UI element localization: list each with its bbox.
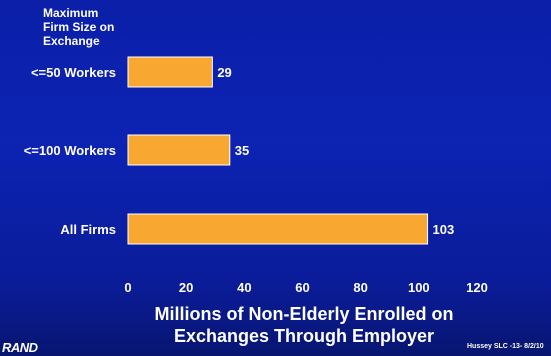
data-label: 35 (235, 143, 249, 158)
bar-1 (127, 56, 213, 88)
footer-note: Hussey SLC -13- 8/2/10 (467, 343, 544, 350)
x-tick-label: 20 (179, 280, 193, 295)
x-tick-label: 120 (466, 280, 488, 295)
x-tick-label: 60 (295, 280, 309, 295)
bar-2 (127, 134, 231, 166)
bar-3 (127, 213, 429, 245)
x-tick-label: 100 (408, 280, 430, 295)
category-label: <=50 Workers (31, 65, 116, 80)
legend-title: Maximum Firm Size on Exchange (43, 6, 115, 48)
x-tick-label: 40 (237, 280, 251, 295)
x-axis-label: Millions of Non-Elderly Enrolled on Exch… (154, 304, 454, 346)
rand-logo: RAND (2, 340, 38, 355)
category-label: <=100 Workers (24, 143, 116, 158)
x-tick-label: 0 (124, 280, 131, 295)
x-tick-label: 80 (353, 280, 367, 295)
category-label: All Firms (60, 222, 116, 237)
data-label: 103 (433, 222, 455, 237)
data-label: 29 (217, 65, 231, 80)
